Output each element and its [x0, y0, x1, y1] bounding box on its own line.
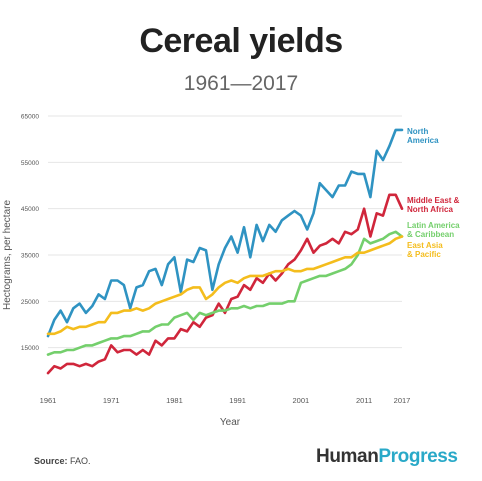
x-tick-label: 1981	[166, 396, 183, 405]
series-label-east-asia-pacific: East Asia & Pacific	[407, 241, 443, 259]
source-label: Source:	[34, 456, 68, 466]
y-tick-label: 65000	[21, 114, 39, 121]
x-axis-title: Year	[220, 417, 241, 428]
y-axis-title: Hectograms, per hectare	[2, 200, 13, 310]
x-tick-label: 1961	[40, 396, 57, 405]
series-line-latin-america-caribbean	[46, 230, 404, 356]
series-label-north-america: North America	[407, 127, 439, 145]
humanprogress-logo: HumanProgress	[316, 446, 458, 468]
x-tick-label: 2001	[293, 396, 310, 405]
series-line-north-america	[46, 128, 404, 338]
series-line-east-asia-pacific	[46, 235, 404, 336]
chart-subtitle: 1961—2017	[183, 72, 299, 95]
series-label-line: Middle East &	[407, 196, 460, 205]
source-note: Source: FAO.	[34, 456, 91, 466]
series-label-line: North Africa	[407, 205, 453, 214]
series-label-line: East Asia	[407, 241, 443, 250]
y-tick-label: 35000	[21, 253, 39, 260]
series-label-line: & Pacific	[407, 250, 441, 259]
brand-part-progress: Progress	[378, 446, 458, 467]
y-tick-label: 55000	[21, 160, 39, 167]
x-tick-label: 1971	[103, 396, 120, 405]
x-tick-label: 2017	[394, 396, 411, 405]
x-tick-label: 2011	[356, 396, 372, 405]
series-label-latin-america-caribbean: Latin America & Caribbean	[407, 221, 460, 239]
y-tick-label: 15000	[21, 345, 39, 352]
series-label-line: North	[407, 127, 428, 136]
x-tick-label: 1991	[229, 396, 246, 405]
source-value: FAO.	[70, 456, 91, 466]
y-tick-label: 25000	[21, 299, 39, 306]
series-label-line: Latin America	[407, 221, 460, 230]
series-label-middle-east-north-africa: Middle East & North Africa	[407, 196, 460, 214]
series-label-line: & Caribbean	[407, 230, 454, 239]
chart-title: Cereal yields	[139, 22, 343, 60]
series-line-middle-east-north-africa	[46, 193, 404, 375]
series-label-line: America	[407, 136, 439, 145]
brand-part-human: Human	[316, 446, 379, 467]
y-tick-label: 45000	[21, 206, 39, 213]
